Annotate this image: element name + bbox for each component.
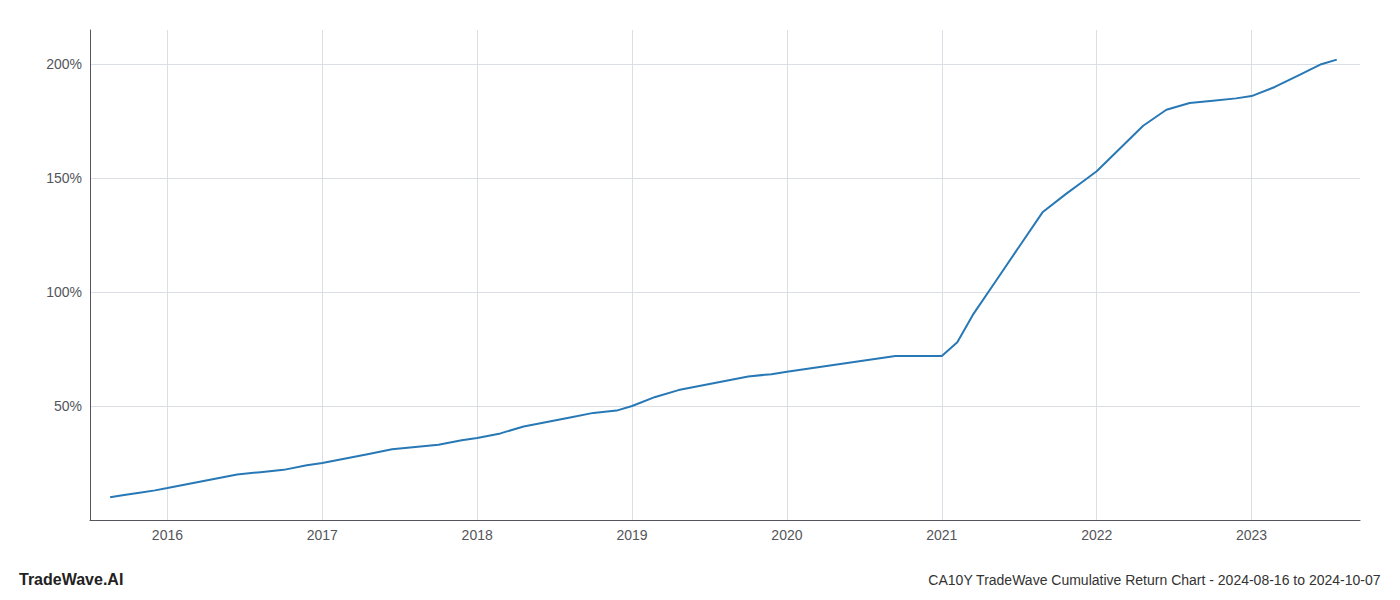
svg-text:100%: 100% bbox=[46, 284, 82, 300]
svg-text:2022: 2022 bbox=[1081, 527, 1112, 543]
svg-text:2019: 2019 bbox=[616, 527, 647, 543]
svg-text:2023: 2023 bbox=[1236, 527, 1267, 543]
svg-text:2021: 2021 bbox=[926, 527, 957, 543]
svg-text:2020: 2020 bbox=[771, 527, 802, 543]
svg-text:50%: 50% bbox=[54, 398, 82, 414]
svg-text:2016: 2016 bbox=[152, 527, 183, 543]
svg-text:2018: 2018 bbox=[462, 527, 493, 543]
svg-text:150%: 150% bbox=[46, 170, 82, 186]
svg-text:CA10Y TradeWave Cumulative Ret: CA10Y TradeWave Cumulative Return Chart … bbox=[928, 572, 1380, 588]
svg-text:200%: 200% bbox=[46, 56, 82, 72]
svg-text:2017: 2017 bbox=[307, 527, 338, 543]
svg-text:TradeWave.AI: TradeWave.AI bbox=[19, 571, 123, 588]
